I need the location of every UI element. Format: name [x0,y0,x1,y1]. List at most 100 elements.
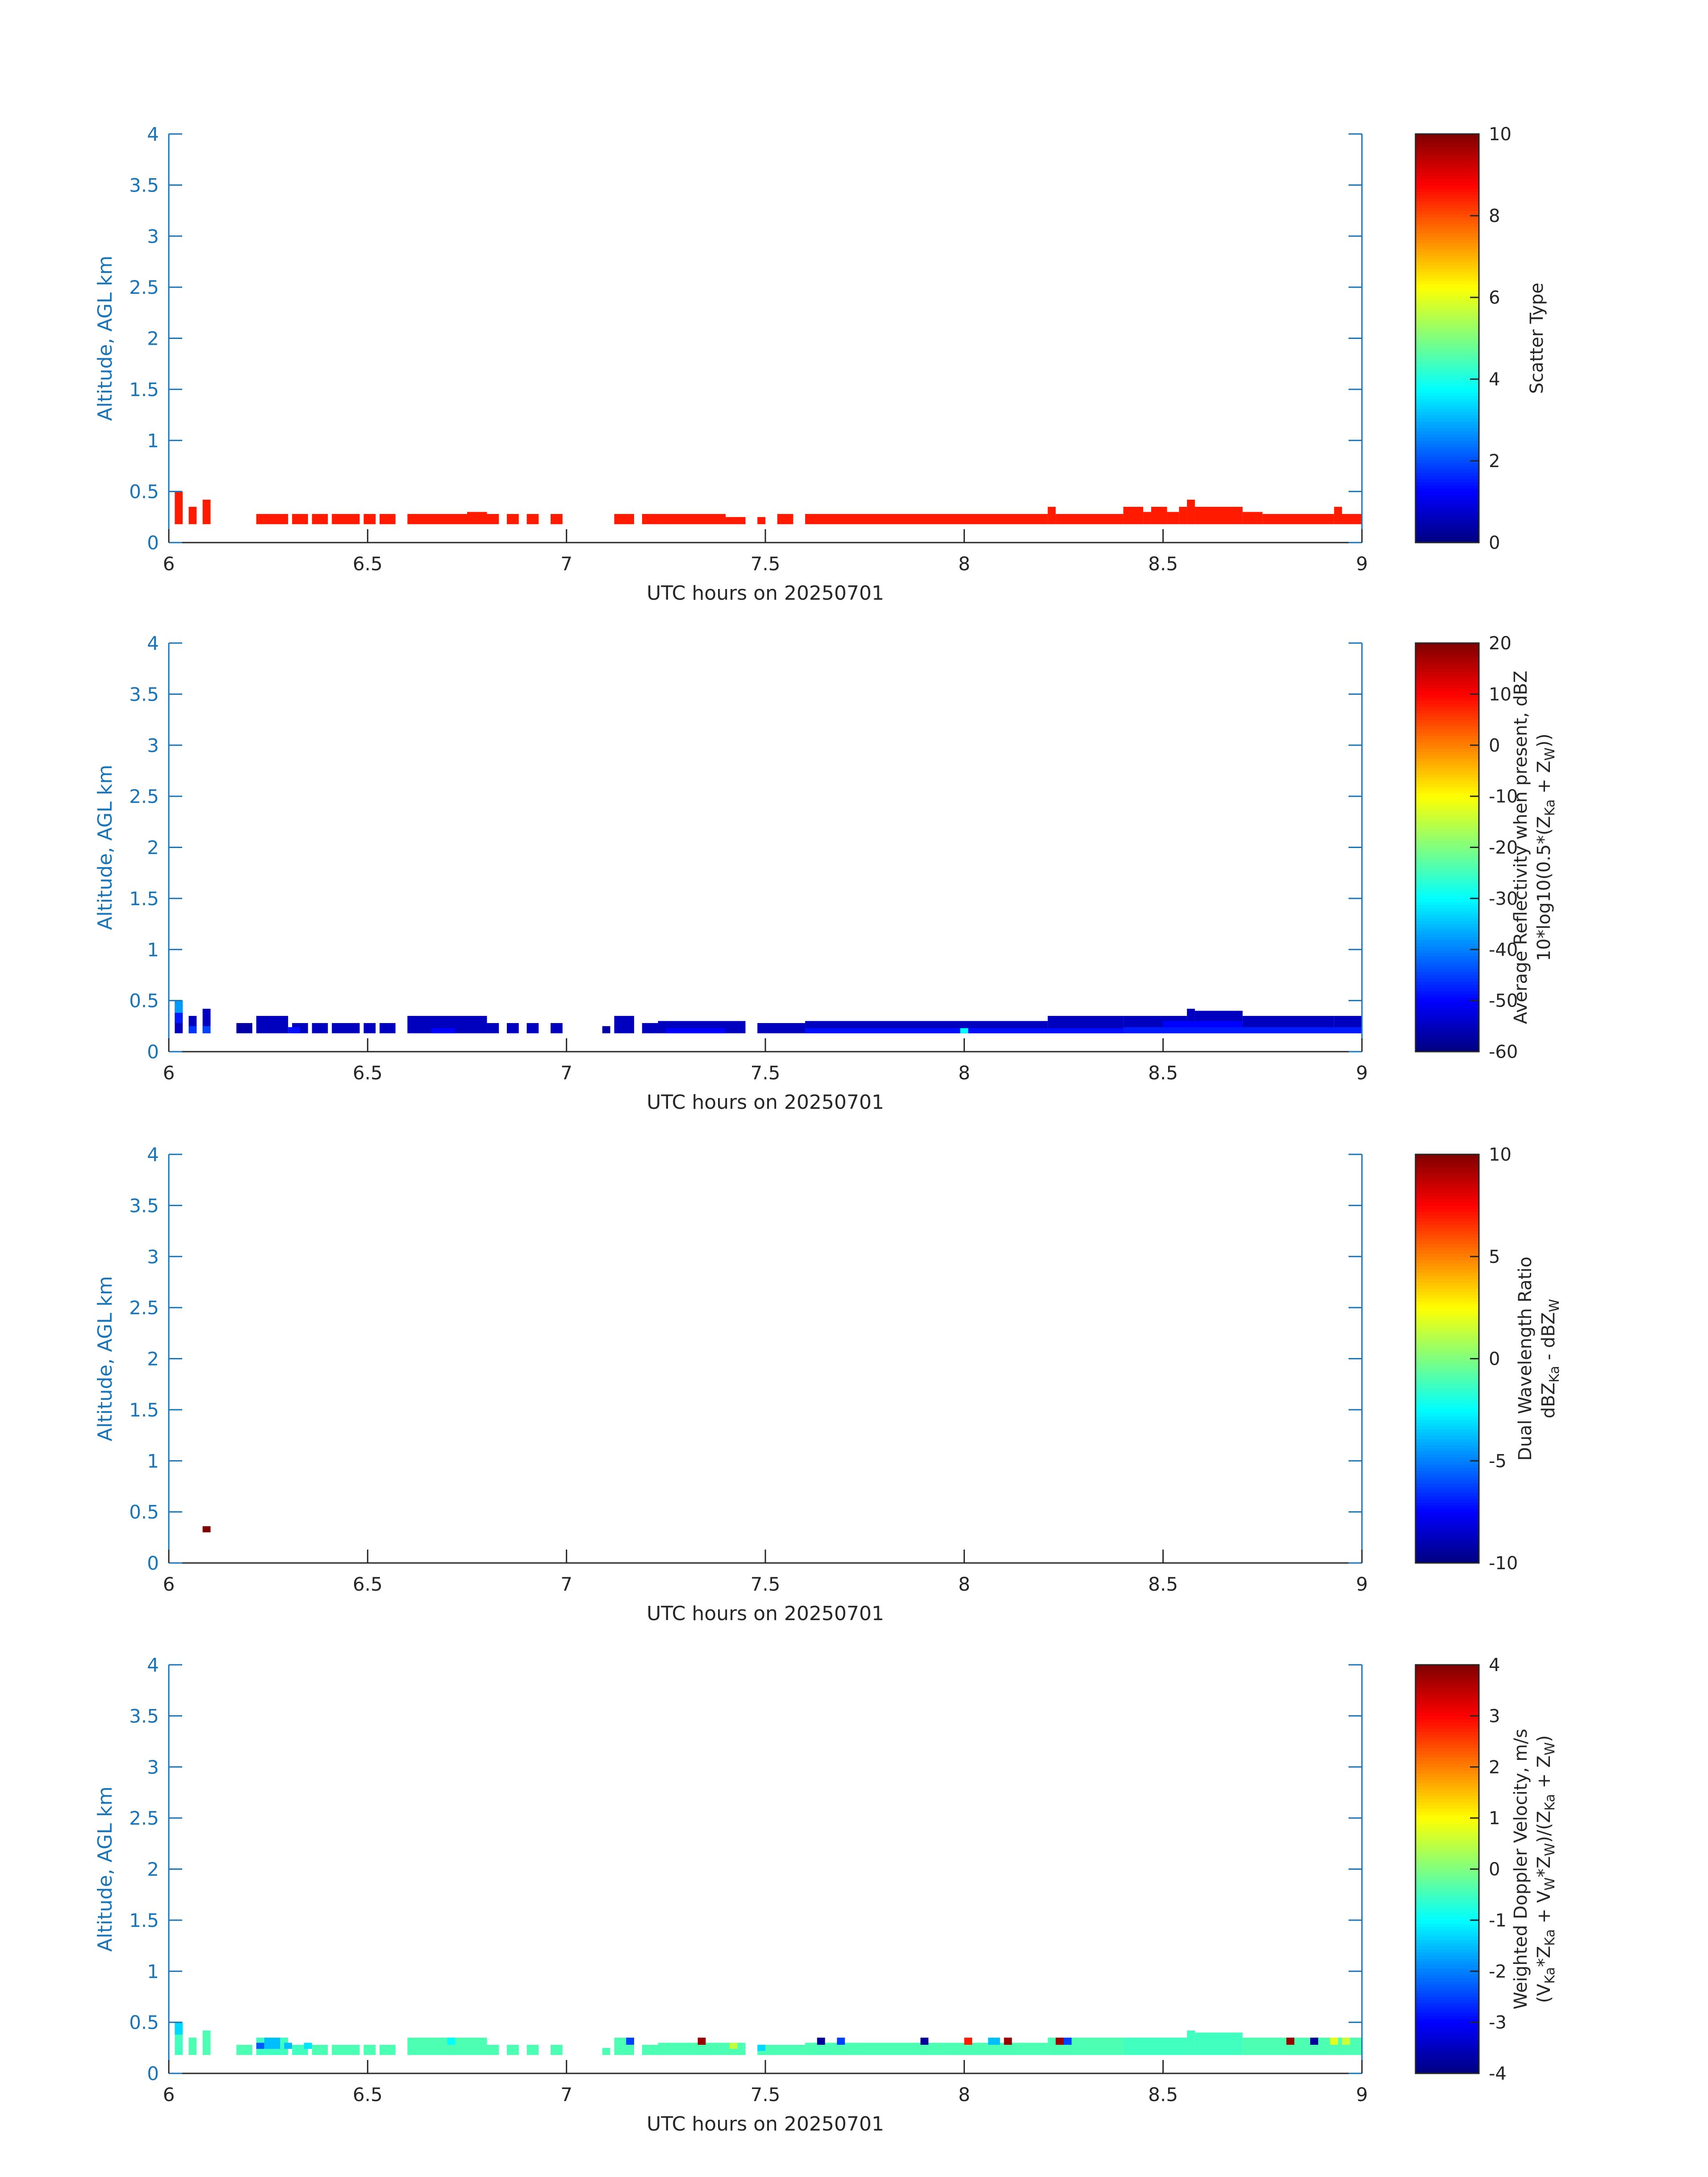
colorbar-cell [1416,1177,1479,1180]
heatmap-cell [757,2044,765,2051]
colorbar-cell [1416,1920,1479,1924]
colorbar-cell [1416,799,1479,803]
colorbar-cell [1416,188,1479,192]
heatmap-segment [1123,2037,1187,2055]
colorbar-cell [1416,1409,1479,1413]
colorbar-cell [1416,517,1479,521]
heatmap-cell [175,1000,183,1013]
colorbar-cell [1416,1492,1479,1496]
x-tick-label: 7 [560,2084,572,2106]
heatmap-segment [467,1015,487,1033]
colorbar-cell [1416,1429,1479,1433]
colorbar-cell [1416,1378,1479,1382]
colorbar-cell [1416,1180,1479,1184]
colorbar-cell [1416,246,1479,250]
colorbar-cell [1416,1974,1479,1978]
colorbar-cell [1416,1725,1479,1729]
colorbar-cell [1416,1416,1479,1420]
colorbar-cell [1416,421,1479,425]
colorbar-cell [1416,1311,1479,1315]
y-tick-label: 4 [147,632,159,654]
colorbar-cell [1416,1508,1479,1513]
colorbar-cell [1416,520,1479,524]
colorbar-cell [1416,1234,1479,1238]
colorbar-cell [1416,1732,1479,1736]
heatmap-segment [1187,499,1195,524]
colorbar-cell [1416,895,1479,899]
heatmap-segment [256,1015,288,1033]
colorbar-cell [1416,280,1479,284]
x-axis-label: UTC hours on 20250701 [647,582,884,605]
x-tick-label: 7.5 [751,1062,781,1084]
colorbar-cell [1416,1687,1479,1691]
colorbar-cell [1416,713,1479,717]
colorbar-cell [1416,338,1479,342]
colorbar-cell [1416,182,1479,186]
colorbar-cell [1416,1693,1479,1697]
colorbar-cell [1416,185,1479,189]
colorbar-cell [1416,1671,1479,1675]
colorbar-cell [1416,504,1479,508]
colorbar-label: Dual Wavelength Ratio [1515,1257,1536,1461]
colorbar-label-part: 10*log10(0.5*(Z [1534,816,1554,961]
heatmap-cell [264,2037,280,2049]
heatmap-segment [1342,514,1362,524]
colorbar-label-part: )) [1534,734,1554,748]
colorbar-cell [1416,1847,1479,1851]
colorbar-cell [1416,261,1479,265]
colorbar-tick-label: 5 [1489,1247,1500,1267]
colorbar-label-part: Ka [1542,1794,1558,1811]
colorbar-cell [1416,2025,1479,2029]
colorbar-tick-label: 1 [1489,1808,1500,1829]
colorbar-cell [1416,1885,1479,1889]
colorbar-cell [1416,1936,1479,1940]
colorbar-cell [1416,1384,1479,1388]
colorbar-cell [1416,1003,1479,1007]
colorbar-tick-label: 8 [1489,206,1500,226]
colorbar-cell [1416,1518,1479,1522]
colorbar-cell [1416,1910,1479,1914]
colorbar-cell [1416,300,1479,304]
colorbar-cell [1416,719,1479,723]
colorbar-cell [1416,1971,1479,1975]
heatmap-segment [467,2037,487,2055]
x-tick-label: 7 [560,1062,572,1084]
colorbar-cell [1416,1917,1479,1921]
colorbar-cell [1416,1946,1479,1950]
colorbar-cell [1416,1317,1479,1321]
colorbar-cell [1416,1805,1479,1809]
colorbar-cell [1416,672,1479,676]
heatmap-cell [202,1026,211,1033]
colorbar-cell [1416,1728,1479,1732]
colorbar-cell [1416,691,1479,695]
colorbar-cell [1416,1195,1479,1199]
y-tick-label: 2 [147,837,159,859]
colorbar-cell [1416,163,1479,167]
colorbar-label-part: )/(Z [1534,1811,1554,1843]
colorbar-cell [1416,1355,1479,1359]
colorbar-cell [1416,1521,1479,1525]
colorbar-cell [1416,1897,1479,1901]
colorbar-cell [1416,1489,1479,1493]
heatmap-segment [757,2044,806,2055]
colorbar-cell [1416,2006,1479,2010]
colorbar: -10 -5 0 5 10 Dual Wavelength Ratio dBZKa - dB… [1415,1145,1562,1574]
heatmap-segment [332,514,360,524]
colorbar-cell [1416,780,1479,784]
colorbar-cell [1416,1499,1479,1503]
colorbar-cell [1416,1981,1479,1985]
y-tick-label: 2 [147,328,159,350]
colorbar-cell [1416,1939,1479,1943]
colorbar-cell [1416,828,1479,832]
colorbar-cell [1416,226,1479,230]
colorbar-cell [1416,463,1479,467]
colorbar-cell [1416,902,1479,905]
colorbar-cell [1416,688,1479,692]
colorbar-cell [1416,834,1479,838]
heatmap-cell [175,2022,183,2035]
heatmap-segment [487,2044,499,2055]
colorbar-cell [1416,946,1479,950]
heatmap-segment [467,512,487,524]
colorbar-cell [1416,530,1479,534]
colorbar-cell [1416,1696,1479,1701]
